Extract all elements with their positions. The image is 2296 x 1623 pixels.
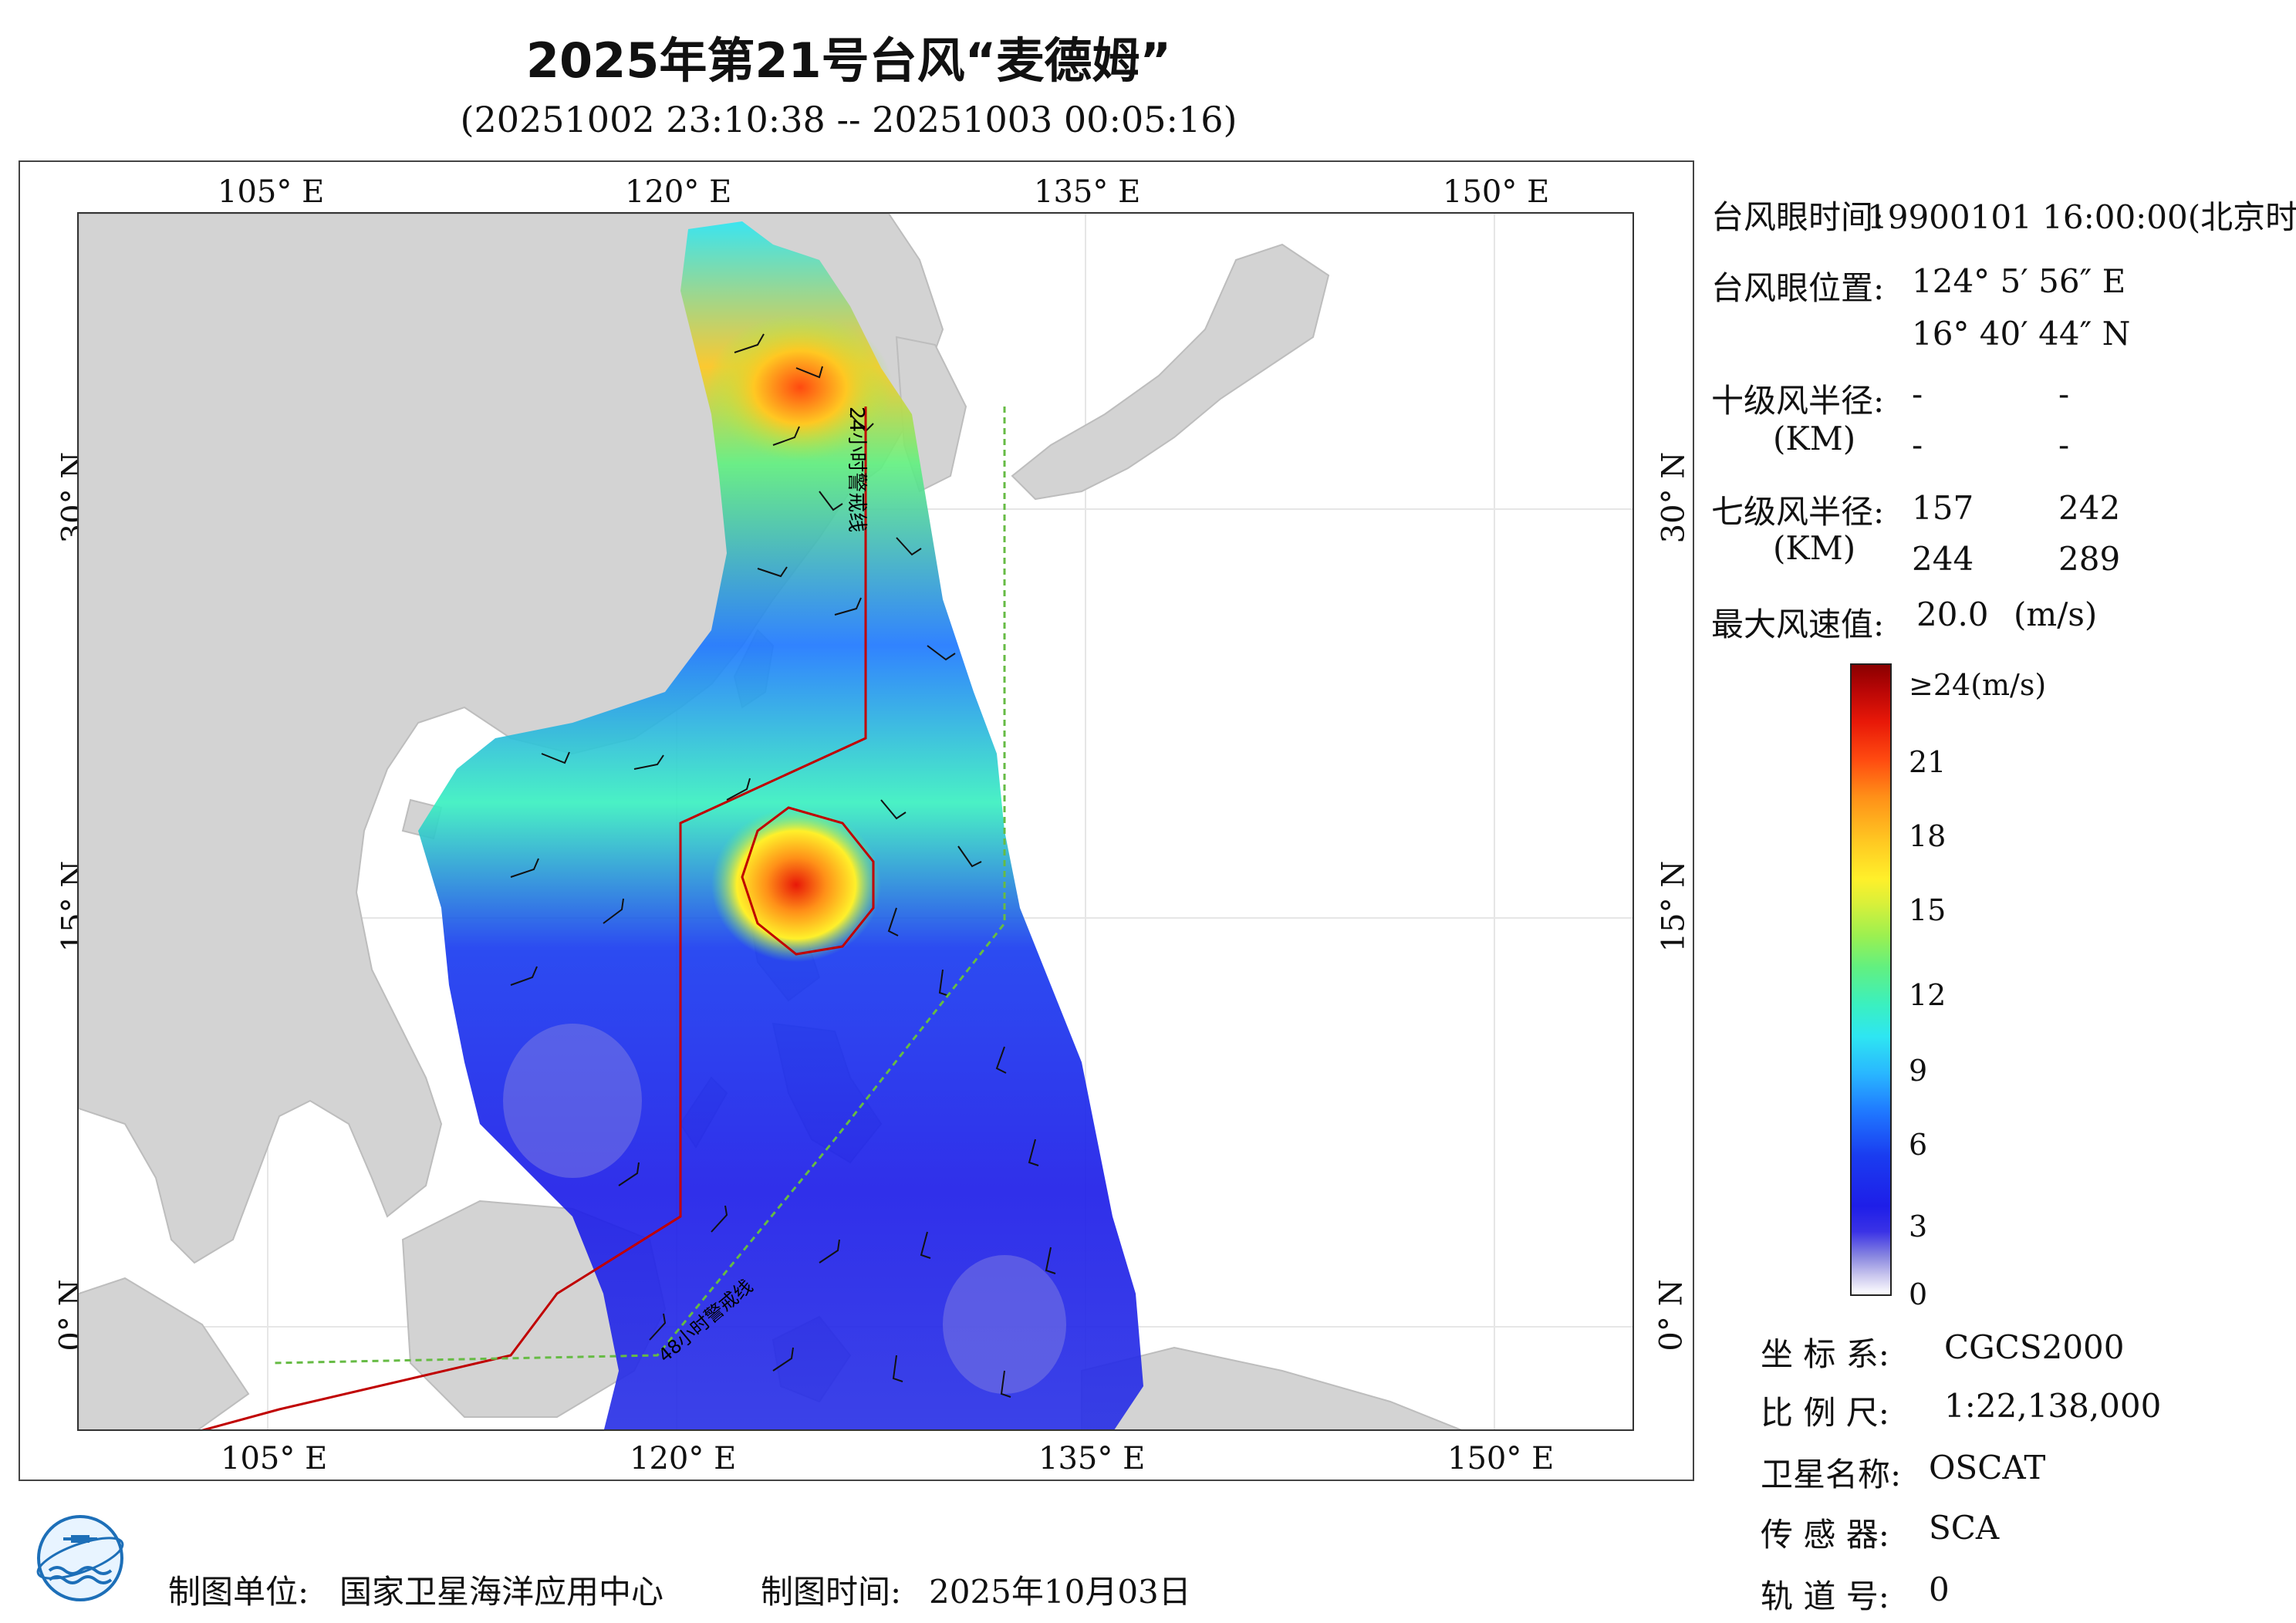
lat-label-right: 30° N [1656,451,1692,544]
wind-speed-colorbar [1850,663,1892,1296]
eye-time-value: 19900101 16:00:00(北京时) [1867,198,2296,236]
map-svg: 24小时警戒线 48小时警戒线 [79,214,1633,1429]
r7-value: 289 [2058,540,2121,578]
sensor-value: SCA [1929,1509,2000,1547]
lat-label-right: 0° N [1653,1279,1690,1351]
scale-label: 比 例 尺: [1761,1394,1889,1432]
max-wind-label: 最大风速值: [1711,606,1885,643]
eye-pos-label: 台风眼位置: [1711,269,1885,307]
maker-label: 制图单位: [168,1573,309,1611]
lon-label-bottom: 120° E [630,1441,737,1476]
r10-value: - [1912,375,1923,413]
warning-line-24h [201,407,867,1429]
r10-value: - [2058,375,2070,413]
colorbar-tick: 9 [1909,1054,1928,1088]
lon-label-bottom: 135° E [1038,1441,1146,1476]
time-range: (20251002 23:10:38 -- 20251003 00:05:16) [460,99,1237,140]
r10-unit: (KM) [1773,420,1856,457]
wind-swath [418,221,1143,1429]
colorbar-tick: 15 [1909,893,1947,927]
lon-label-top: 105° E [218,174,325,210]
wind-field-map: 24小时警戒线 48小时警戒线 [77,212,1634,1431]
map-title: 2025年第21号台风“麦德姆” [525,32,1172,89]
colorbar-tick: 6 [1909,1128,1928,1162]
crs-value: CGCS2000 [1944,1328,2125,1366]
r7-value: 157 [1912,489,1974,527]
warning-line-48h [271,407,1006,1365]
crs-label: 坐 标 系: [1761,1335,1889,1373]
r10-label: 十级风半径: [1711,382,1885,420]
eye-lat: 16° 40′ 44″ N [1912,315,2131,353]
eye-time-label: 台风眼时间: [1711,198,1885,236]
colorbar-tick: 0 [1909,1277,1928,1311]
lon-label-top: 135° E [1034,174,1141,210]
maker-value: 国家卫星海洋应用中心 [339,1573,664,1611]
date-value: 2025年10月03日 [929,1573,1191,1611]
agency-logo-icon [36,1515,124,1601]
satellite-label: 卫星名称: [1761,1456,1902,1493]
satellite-value: OSCAT [1929,1449,2046,1486]
colorbar-tick: 12 [1909,978,1947,1012]
wind-radius-outline [741,806,875,956]
lon-label-bottom: 105° E [221,1441,328,1476]
lat-label-right: 15° N [1656,860,1692,953]
lon-label-top: 150° E [1443,174,1550,210]
sensor-label: 传 感 器: [1761,1516,1889,1554]
colorbar-tick: 18 [1909,819,1947,853]
colorbar-tick: 3 [1909,1210,1928,1243]
r7-value: 244 [1912,540,1974,578]
max-wind-value: 20.0 [1916,596,1989,633]
r7-value: 242 [2058,489,2121,527]
orbit-label: 轨 道 号: [1761,1577,1889,1615]
date-label: 制图时间: [761,1573,902,1611]
eye-lon: 124° 5′ 56″ E [1912,262,2126,300]
lon-label-bottom: 150° E [1447,1441,1555,1476]
warning-24h-label: 24小时警戒线 [845,407,868,532]
scale-value: 1:22,138,000 [1944,1387,2162,1425]
lon-label-top: 120° E [625,174,732,210]
colorbar-tick: ≥24(m/s) [1909,668,2047,702]
colorbar-tick: 21 [1909,745,1947,779]
max-wind-unit: (m/s) [2014,596,2098,633]
orbit-value: 0 [1929,1571,1950,1608]
r7-label: 七级风半径: [1711,493,1885,531]
r10-value: - [1912,426,1923,464]
wind-barbs [510,333,1056,1398]
r10-value: - [2058,426,2070,464]
r7-unit: (KM) [1773,529,1856,567]
